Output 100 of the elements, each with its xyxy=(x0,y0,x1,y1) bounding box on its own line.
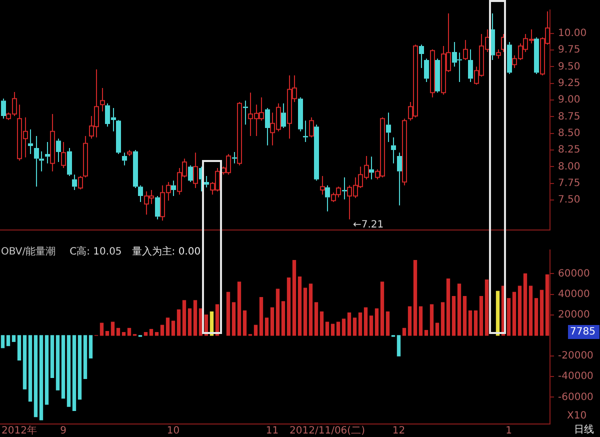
bar xyxy=(237,282,242,336)
candlestick xyxy=(50,114,55,172)
bar xyxy=(0,335,5,348)
candlestick xyxy=(83,136,88,178)
bar xyxy=(496,290,500,336)
bar xyxy=(402,328,406,336)
y-tick-label: 10.00 xyxy=(558,28,587,39)
annotation: 量入为主: 0.00 xyxy=(132,246,201,258)
bar xyxy=(435,322,440,336)
candlestick xyxy=(243,100,248,126)
candlestick xyxy=(468,48,473,82)
candlestick xyxy=(1,98,6,120)
bar xyxy=(506,298,511,336)
candlestick xyxy=(45,142,50,164)
bar xyxy=(462,296,467,336)
candlestick xyxy=(34,136,39,188)
bar xyxy=(50,335,54,378)
y-tick-label: 9.25 xyxy=(558,78,580,89)
bar xyxy=(430,304,434,336)
bar xyxy=(369,316,374,336)
bar xyxy=(110,322,115,336)
y-tick-label: 8.75 xyxy=(558,111,580,122)
bar xyxy=(105,331,110,336)
bar xyxy=(88,335,93,358)
bar xyxy=(39,335,44,420)
bar xyxy=(534,298,538,336)
candlestick xyxy=(28,128,33,154)
candlestick xyxy=(193,152,198,188)
bar xyxy=(518,286,522,336)
bar xyxy=(259,297,264,336)
bar xyxy=(540,290,544,336)
candlestick xyxy=(138,184,143,202)
text: X10 xyxy=(567,410,587,422)
y-tick-label: -40000 xyxy=(558,371,594,382)
bar xyxy=(380,282,384,336)
y-tick-label: 9.50 xyxy=(558,61,580,72)
bar xyxy=(452,296,456,336)
bar xyxy=(386,311,390,336)
bar xyxy=(6,335,10,346)
bar xyxy=(352,318,357,336)
bar xyxy=(176,309,181,336)
bar xyxy=(215,304,220,336)
candlestick xyxy=(133,150,138,188)
candlestick xyxy=(100,88,105,112)
bar xyxy=(171,320,176,336)
bar xyxy=(325,322,330,336)
bar xyxy=(468,310,472,336)
bar xyxy=(281,301,286,336)
bar xyxy=(22,335,27,390)
bar xyxy=(276,288,280,336)
candlestick xyxy=(298,96,303,132)
bar xyxy=(270,307,274,336)
bar xyxy=(182,300,186,336)
candlestick xyxy=(281,102,286,128)
y-tick-label: 9.00 xyxy=(558,94,580,106)
bar xyxy=(254,324,258,336)
candlestick xyxy=(155,196,160,220)
candlestick xyxy=(188,164,193,182)
candlestick xyxy=(265,108,270,146)
candlestick xyxy=(507,42,512,74)
candlestick xyxy=(116,120,121,154)
bar xyxy=(226,292,230,336)
bar xyxy=(314,302,318,336)
x-tick-label: 12 xyxy=(392,426,406,437)
bar xyxy=(286,277,291,336)
bar xyxy=(440,302,445,336)
x-tick-label: 11 xyxy=(266,426,279,437)
text: 7785 xyxy=(570,326,596,338)
candlestick xyxy=(435,58,440,94)
bar xyxy=(484,280,489,336)
y-tick-label: -20000 xyxy=(558,350,594,362)
bar xyxy=(154,332,159,336)
candlestick xyxy=(171,180,176,196)
bar xyxy=(144,332,148,336)
candlestick xyxy=(39,150,44,172)
x-tick-label: 10 xyxy=(166,426,180,437)
bar xyxy=(34,335,38,418)
bar xyxy=(116,328,120,336)
candlestick xyxy=(204,176,209,188)
y-tick-label: 60000 xyxy=(558,268,590,280)
bar xyxy=(479,296,484,336)
bar xyxy=(374,308,379,336)
bar xyxy=(418,306,423,336)
bar xyxy=(308,284,313,336)
bar xyxy=(320,311,324,336)
bar xyxy=(523,273,528,336)
bar xyxy=(303,288,308,336)
bar xyxy=(358,312,362,336)
bar xyxy=(44,335,49,405)
annotation: C高: 10.05 xyxy=(70,246,122,258)
bar xyxy=(342,318,346,336)
candlestick xyxy=(419,44,424,68)
candlestick xyxy=(391,136,396,164)
candlestick xyxy=(122,152,127,166)
candlestick xyxy=(463,40,468,60)
bar xyxy=(298,276,302,336)
y-tick-label: 40000 xyxy=(558,288,590,300)
bar xyxy=(100,322,104,336)
bar xyxy=(446,278,450,336)
bar xyxy=(66,335,71,407)
